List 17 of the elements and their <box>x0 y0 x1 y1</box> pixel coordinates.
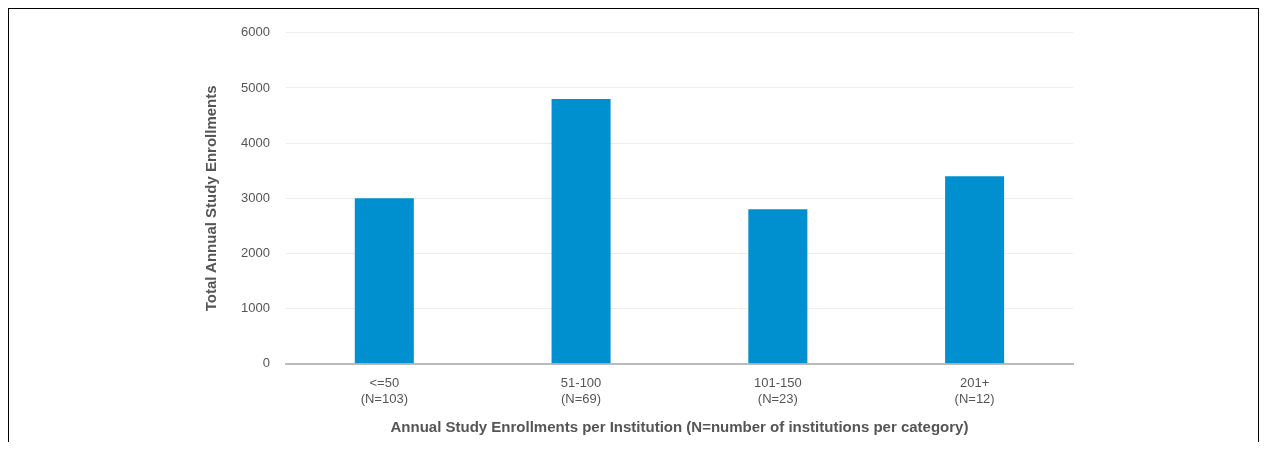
y-tick-label: 1000 <box>241 300 270 316</box>
y-tick-label: 0 <box>262 355 270 371</box>
y-tick-label: 5000 <box>241 79 270 95</box>
x-tick-label: 101-150 (N=23) <box>753 375 802 406</box>
x-tick-label: <=50 (N=103) <box>360 375 408 406</box>
y-tick-label: 3000 <box>241 189 270 205</box>
y-tick-label: 6000 <box>241 24 270 40</box>
bar <box>551 99 611 364</box>
x-axis-title: Annual Study Enrollments per Institution (N=number of institutions per category) <box>390 418 969 436</box>
bar <box>748 209 808 364</box>
x-tick-label: 51-100 (N=69) <box>560 375 602 406</box>
bar <box>354 198 414 364</box>
y-tick-label: 4000 <box>241 134 270 150</box>
bar <box>945 176 1005 364</box>
x-tick-label: 201+ (N=12) <box>954 375 995 406</box>
y-tick-label: 2000 <box>241 245 270 261</box>
y-axis-title: Total Annual Study Enrollments <box>202 85 220 312</box>
